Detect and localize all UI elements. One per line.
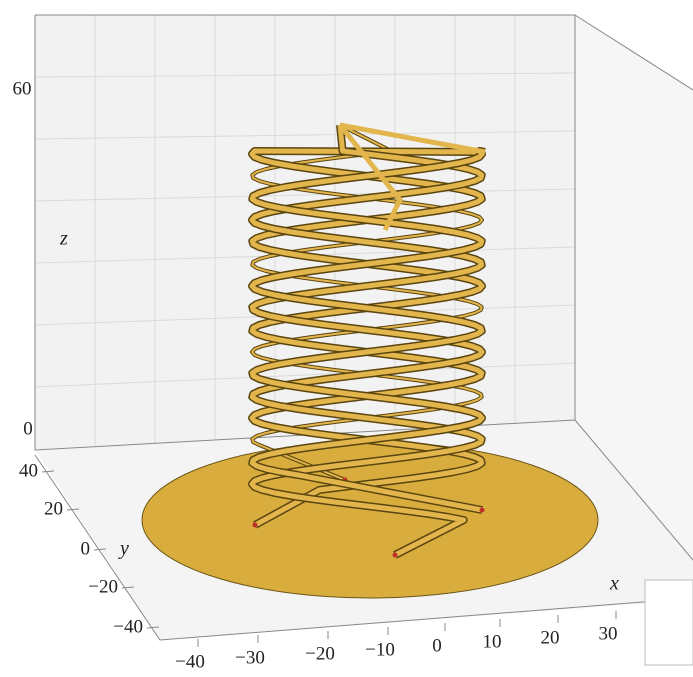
z-tick-label: 60 bbox=[13, 78, 32, 99]
x-tick-label: −20 bbox=[305, 643, 335, 664]
plot-3d: z y x 60 0 40 20 0 −20 −40 −40 −30 −20 −10 0 10 20 30 bbox=[0, 0, 693, 677]
axis-label: z bbox=[59, 228, 68, 250]
feed-point bbox=[253, 523, 258, 528]
feed-point bbox=[393, 553, 398, 558]
axis-label: x bbox=[609, 573, 619, 595]
axis-label: y bbox=[118, 538, 129, 560]
y-tick-label: −20 bbox=[88, 576, 118, 597]
x-tick-label: −10 bbox=[365, 639, 395, 660]
x-tick-label: −30 bbox=[235, 647, 265, 668]
feed-point bbox=[480, 508, 485, 513]
x-tick-label: 20 bbox=[541, 627, 560, 648]
z-tick-label: 0 bbox=[23, 418, 33, 439]
x-tick-label: −40 bbox=[175, 651, 205, 672]
y-tick-label: 20 bbox=[44, 498, 63, 519]
y-tick-label: 0 bbox=[81, 538, 91, 559]
x-tick-label: 10 bbox=[483, 631, 502, 652]
y-tick-label: 40 bbox=[19, 460, 38, 481]
y-tick-label: −40 bbox=[113, 616, 143, 637]
x-tick-label: 30 bbox=[599, 623, 618, 644]
x-tick-label: 0 bbox=[432, 635, 442, 656]
inset-box bbox=[645, 580, 693, 665]
